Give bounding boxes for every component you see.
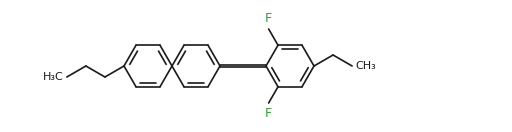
Text: F: F <box>265 107 272 120</box>
Text: H₃C: H₃C <box>43 72 64 82</box>
Text: CH₃: CH₃ <box>355 61 376 71</box>
Text: F: F <box>265 12 272 25</box>
